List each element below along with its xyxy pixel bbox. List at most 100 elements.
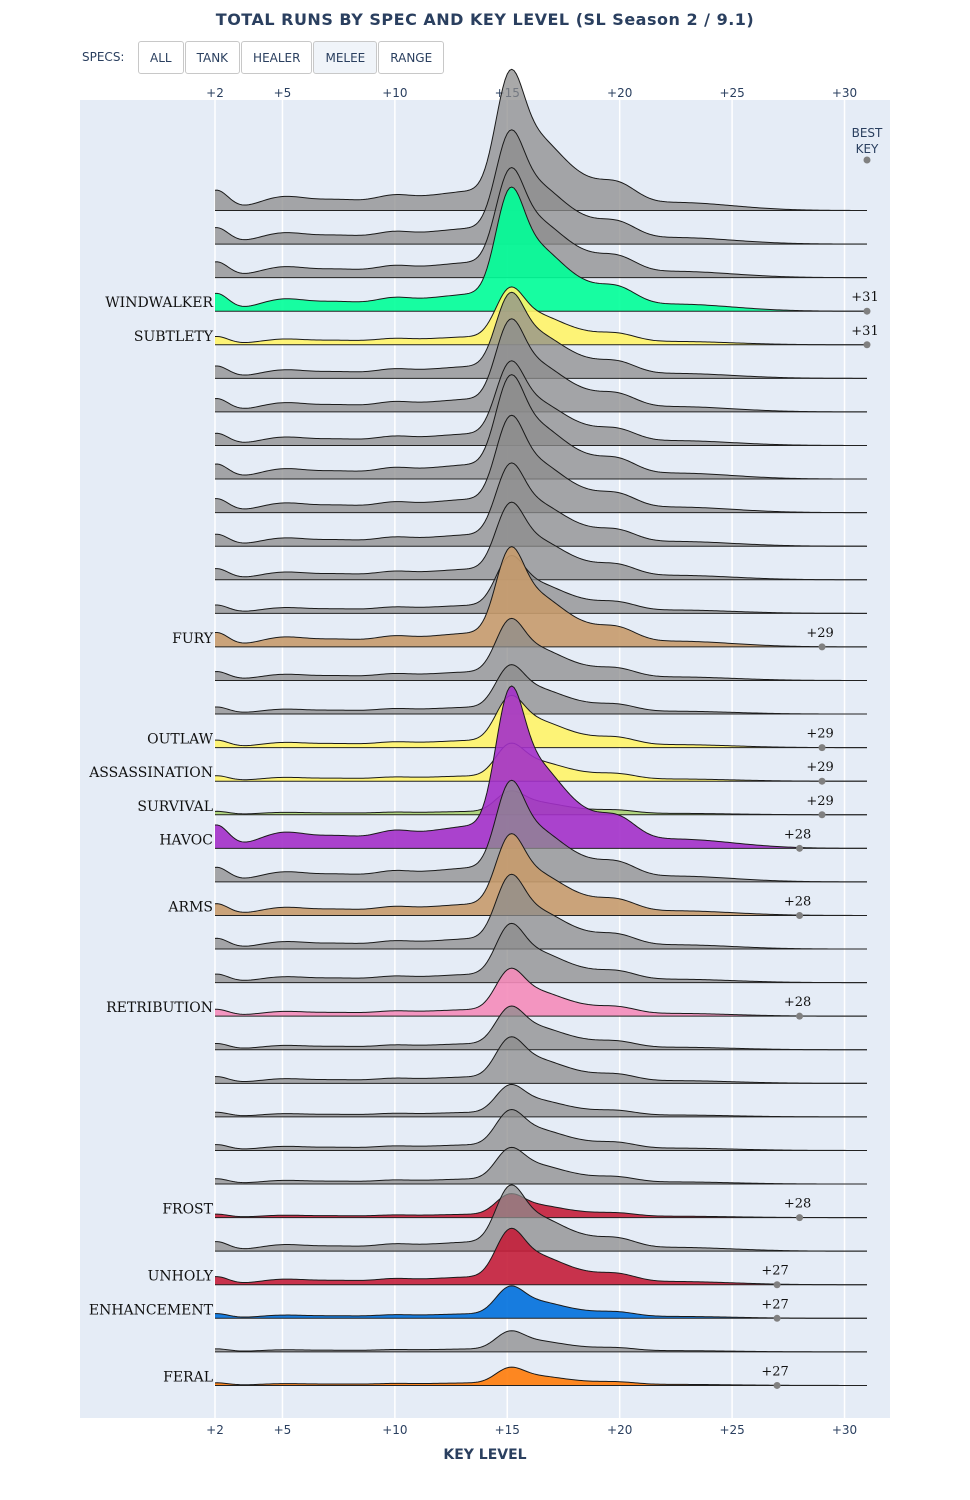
best-key-title-line2: KEY [856, 142, 879, 156]
ridge-label: ENHANCEMENT [89, 1302, 214, 1318]
ridge-other[interactable] [214, 1330, 867, 1353]
ridge-other[interactable] [214, 873, 867, 950]
ridge-outline [214, 501, 868, 581]
ridge-windwalker[interactable]: WINDWALKER +31 [105, 186, 879, 315]
x-tick-label-top: +5 [274, 86, 292, 100]
x-tick-label-top: +20 [607, 86, 632, 100]
ridge-outline [214, 414, 867, 514]
ridge-fury[interactable]: FURY +29 [172, 546, 867, 651]
best-key-marker [818, 744, 826, 752]
ridge-outline [214, 779, 867, 883]
ridge-label: FERAL [163, 1369, 213, 1385]
ridges: WINDWALKER +31 SUBTLETY +31 FURY +29 OUTLAW +29… [88, 68, 879, 1389]
filter-tank-button[interactable]: TANK [184, 41, 241, 74]
best-key-label: +31 [851, 290, 878, 305]
ridge-area [215, 1005, 867, 1050]
ridge-outline [214, 462, 868, 547]
ridge-outline [214, 1184, 867, 1252]
filter-healer-button[interactable]: HEALER [241, 41, 313, 74]
ridge-area [215, 546, 867, 647]
ridge-label: FROST [162, 1202, 213, 1218]
ridge-outline [214, 129, 867, 245]
ridge-outline [214, 68, 868, 211]
ridge-other[interactable] [214, 922, 867, 984]
ridge-unholy[interactable]: UNHOLY +27 [148, 1227, 867, 1289]
ridge-area [215, 1228, 867, 1285]
ridge-area [215, 618, 867, 681]
ridge-label: FURY [172, 631, 214, 647]
best-key-label: +29 [806, 794, 833, 809]
ridge-area [215, 360, 867, 446]
ridge-label: OUTLAW [147, 732, 213, 748]
ridge-outline [214, 360, 868, 446]
x-tick-label-top: +10 [382, 86, 407, 100]
best-key-label: +27 [761, 1364, 788, 1379]
ridge-outline [214, 664, 867, 715]
ridge-area [215, 780, 867, 882]
specs-filter-label: SPECS: [82, 50, 125, 64]
ridge-other[interactable] [214, 501, 868, 581]
best-key-marker [773, 1381, 781, 1389]
ridge-outline [214, 922, 867, 984]
ridge-area [215, 664, 867, 715]
ridge-other[interactable] [214, 1005, 867, 1051]
best-key-marker [796, 1012, 804, 1020]
ridge-label: WINDWALKER [105, 295, 213, 311]
best-key-marker [818, 777, 826, 785]
ridge-outline [214, 967, 867, 1017]
x-tick-label-bottom: +30 [832, 1423, 857, 1437]
chart-title: TOTAL RUNS BY SPEC AND KEY LEVEL (SL Sea… [215, 10, 755, 29]
ridge-area [215, 286, 867, 345]
filter-range-button[interactable]: RANGE [378, 41, 445, 74]
ridge-outlaw[interactable]: OUTLAW +29 [147, 694, 867, 752]
ridge-area [215, 502, 867, 580]
ridge-outline [214, 1005, 867, 1051]
x-axis-bottom: +2 +5 +10 +15 +20 +25 +30 [206, 1423, 857, 1437]
ridge-outline [214, 694, 867, 749]
ridge-other[interactable] [214, 1083, 867, 1118]
ridge-area [215, 555, 867, 614]
best-key-label: +27 [761, 1297, 788, 1312]
x-tick-label-bottom: +2 [206, 1423, 224, 1437]
filter-all-button[interactable]: ALL [138, 41, 184, 74]
ridge-area [215, 462, 867, 547]
ridge-outline [214, 617, 867, 681]
ridge-area [215, 1147, 867, 1185]
best-key-marker [796, 844, 804, 852]
best-key-label: +29 [806, 727, 833, 742]
ridge-area [215, 415, 867, 513]
ridge-area [215, 292, 867, 379]
ridge-other[interactable] [214, 1036, 867, 1084]
best-key-marker [863, 341, 871, 349]
ridge-area [215, 1285, 867, 1319]
best-key-label: +28 [784, 894, 811, 909]
ridge-other[interactable] [214, 1109, 867, 1151]
ridge-outline [214, 685, 867, 849]
ridge-retribution[interactable]: RETRIBUTION +28 [106, 967, 867, 1020]
ridge-label: HAVOC [159, 832, 213, 848]
x-tick-label-bottom: +25 [719, 1423, 744, 1437]
filter-melee-button[interactable]: MELEE [313, 41, 378, 74]
ridge-area [215, 1184, 867, 1252]
ridge-outline [214, 1146, 867, 1185]
ridge-area [215, 923, 867, 983]
ridge-area [215, 686, 867, 849]
best-key-marker [863, 307, 871, 315]
ridge-other[interactable] [214, 1184, 867, 1252]
best-key-marker [773, 1314, 781, 1322]
x-axis-top: +2+5+10+15+20+25+30 [206, 86, 857, 100]
ridge-other[interactable] [214, 664, 867, 715]
best-key-marker [796, 911, 804, 919]
ridge-area [215, 187, 867, 312]
ridge-feral[interactable]: FERAL +27 [163, 1364, 867, 1389]
ridge-outline [214, 291, 867, 379]
best-key-marker [796, 1214, 804, 1222]
best-key-marker [773, 1281, 781, 1289]
ridge-other[interactable] [214, 617, 867, 681]
ridge-enhancement[interactable]: ENHANCEMENT +27 [89, 1285, 867, 1322]
best-key-label: +28 [784, 1197, 811, 1212]
ridge-label: ARMS [167, 899, 213, 915]
x-tick-label-bottom: +10 [382, 1423, 407, 1437]
ridge-other[interactable] [214, 1146, 867, 1185]
